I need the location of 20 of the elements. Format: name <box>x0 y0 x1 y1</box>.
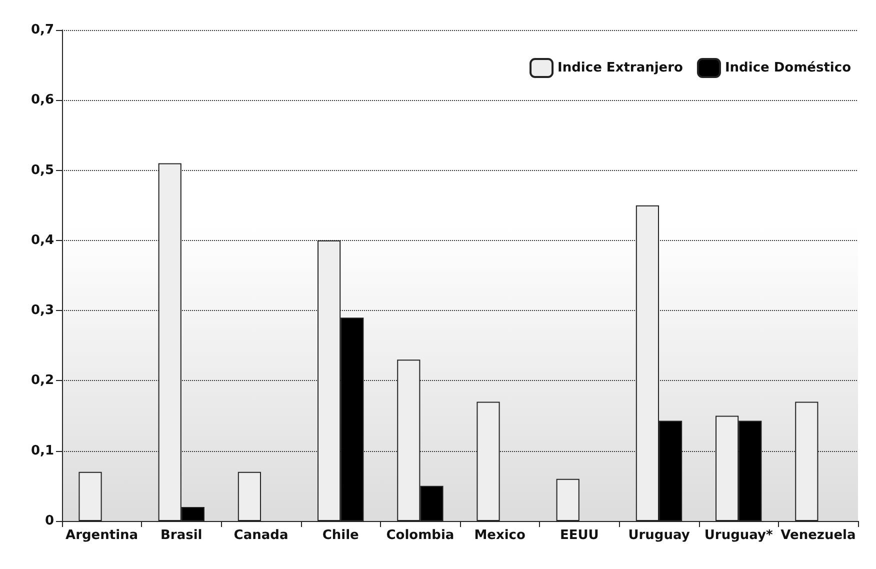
y-tick-label: 0,4 <box>30 232 54 248</box>
x-tick-label: Mexico <box>474 528 526 543</box>
legend-label: Indice Doméstico <box>724 60 852 76</box>
y-tick-label: 0,7 <box>30 22 54 38</box>
y-tick-label: 0,2 <box>30 373 54 388</box>
y-tick-label: 0 <box>44 514 54 528</box>
x-tick-label: Uruguay* <box>704 528 774 543</box>
x-tick-label: Canada <box>234 528 288 543</box>
x-tick-label: Uruguay <box>628 528 690 543</box>
x-tick-label: Colombia <box>386 528 454 543</box>
y-tick-label: 0,6 <box>30 92 54 108</box>
y-tick-label: 0,3 <box>30 303 54 318</box>
y-tick-label: 0,5 <box>30 162 54 178</box>
x-tick-label: Venezuela <box>780 528 856 543</box>
x-tick-label: Brasil <box>160 528 202 543</box>
x-tick-label: Argentina <box>66 528 138 543</box>
x-tick-label: EEUU <box>560 528 599 543</box>
legend-label: Indice Extranjero <box>558 60 684 76</box>
x-tick-label: Chile <box>322 528 360 543</box>
y-tick-label: 0,1 <box>30 443 54 458</box>
